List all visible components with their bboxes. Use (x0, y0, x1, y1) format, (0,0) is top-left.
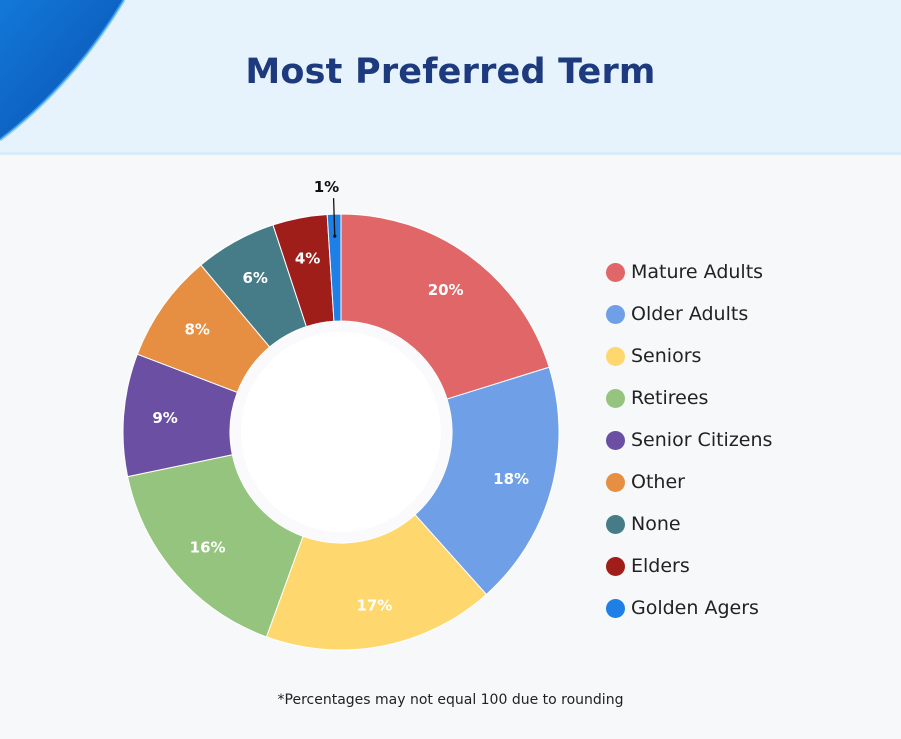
legend-label: Golden Agers (631, 597, 759, 619)
legend-item-none: None (606, 503, 772, 545)
header-band: Most Preferred Term (0, 0, 901, 155)
legend-label: Seniors (631, 345, 702, 367)
legend-item-golden-agers: Golden Agers (606, 587, 772, 629)
legend-label: None (631, 513, 681, 535)
slice-mature-adults (340, 213, 550, 400)
legend-item-other: Other (606, 461, 772, 503)
legend-swatch (606, 598, 625, 618)
legend-swatch (606, 304, 625, 324)
legend-swatch (606, 262, 625, 282)
leader-dot-golden-agers (333, 234, 337, 238)
slice-seniors (265, 514, 488, 651)
donut-hole (241, 332, 441, 532)
chart-legend: Mature Adults Older Adults Seniors Retirees… (606, 251, 772, 629)
data-label-elders: 4% (295, 250, 320, 268)
legend-swatch (606, 556, 625, 576)
legend-label: Retirees (631, 387, 709, 409)
legend-swatch (606, 514, 625, 534)
data-label-other: 8% (184, 321, 209, 339)
page-title: Most Preferred Term (245, 52, 656, 92)
legend-item-elders: Elders (606, 545, 772, 587)
data-label-retirees: 16% (190, 539, 226, 557)
slice-retirees (127, 454, 304, 638)
legend-label: Senior Citizens (631, 429, 773, 451)
footnote: *Percentages may not equal 100 due to ro… (277, 692, 624, 708)
legend-label: Elders (631, 555, 690, 577)
slice-golden-agers (326, 213, 342, 322)
data-label-seniors: 17% (356, 596, 392, 614)
data-label-golden-agers: 1% (314, 178, 339, 196)
legend-item-senior-citizens: Senior Citizens (606, 419, 772, 461)
data-label-mature-adults: 20% (428, 281, 464, 299)
legend-label: Older Adults (631, 303, 749, 325)
legend-item-seniors: Seniors (606, 335, 772, 377)
legend-swatch (606, 472, 625, 492)
data-label-senior-citizens: 9% (152, 409, 177, 427)
legend-label: Other (631, 471, 685, 493)
legend-label: Mature Adults (631, 261, 764, 283)
corner-wave-decoration (0, 0, 126, 142)
legend-swatch (606, 388, 625, 408)
legend-item-older-adults: Older Adults (606, 293, 772, 335)
leader-line-golden-agers (332, 198, 336, 237)
legend-item-retirees: Retirees (606, 377, 772, 419)
data-label-none: 6% (242, 269, 267, 287)
slice-older-adults (414, 366, 560, 596)
legend-swatch (606, 430, 625, 450)
legend-item-mature-adults: Mature Adults (606, 251, 772, 293)
data-label-older-adults: 18% (493, 470, 529, 488)
legend-swatch (606, 346, 625, 366)
